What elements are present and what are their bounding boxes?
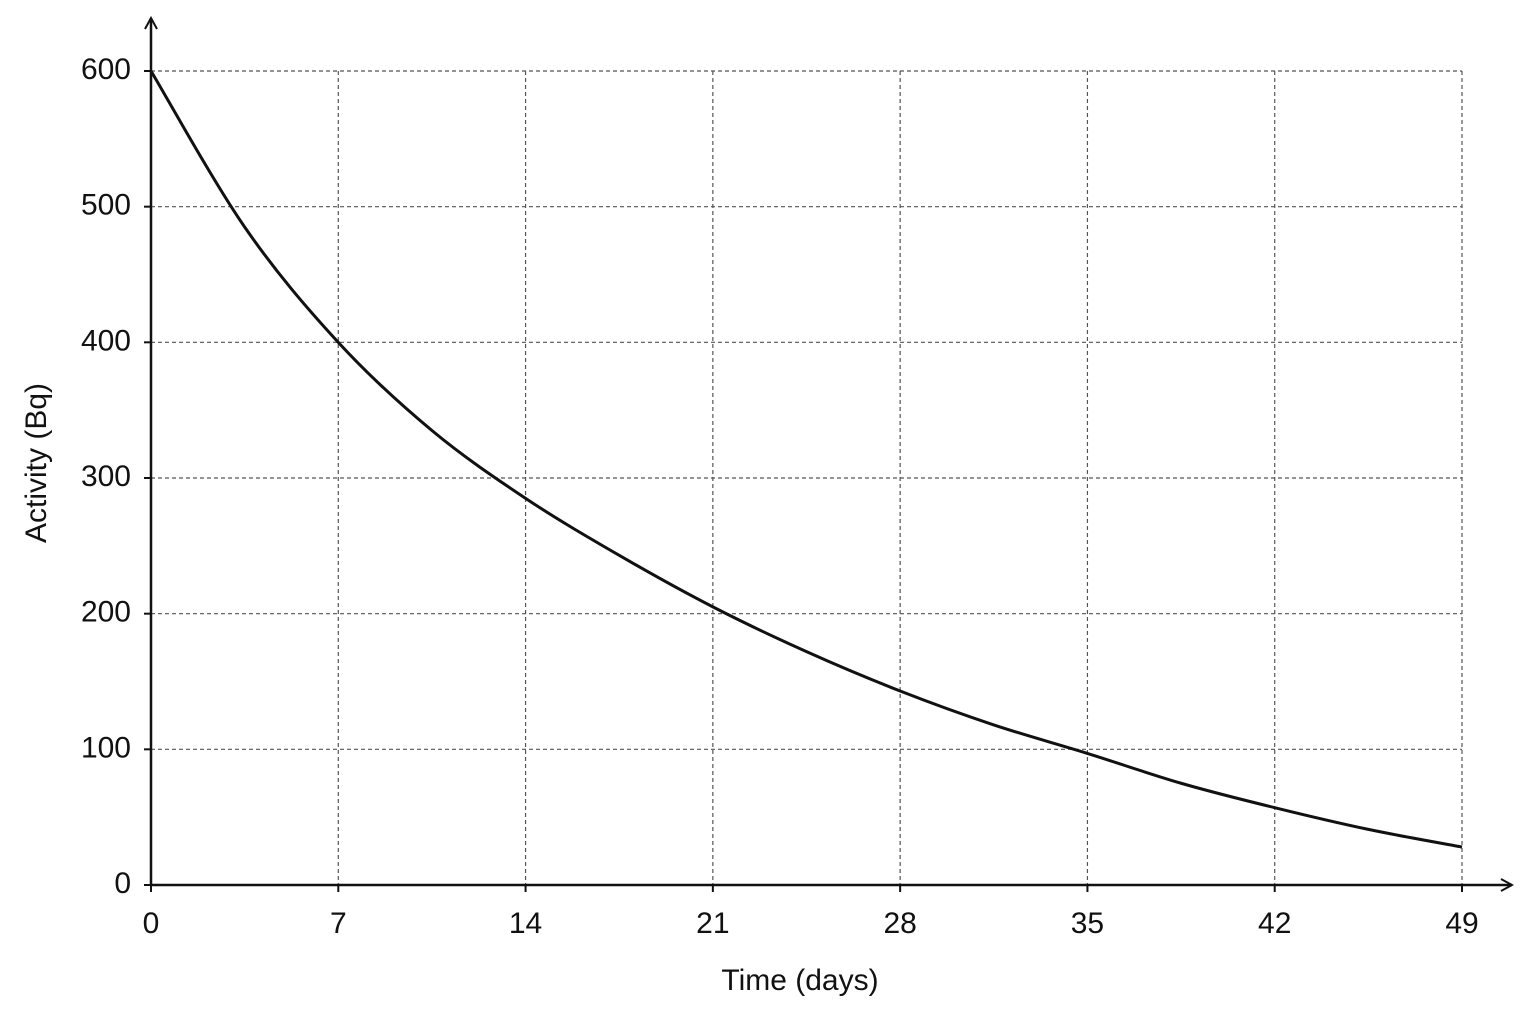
x-tick-label: 42 bbox=[1258, 907, 1291, 940]
x-tick-label: 28 bbox=[883, 907, 916, 940]
x-tick-label: 49 bbox=[1445, 907, 1478, 940]
y-axis-label: Activity (Bq) bbox=[20, 383, 53, 543]
x-tick-label: 14 bbox=[509, 907, 542, 940]
y-tick-label: 500 bbox=[81, 189, 131, 222]
y-tick-label: 600 bbox=[81, 53, 131, 86]
y-tick-label: 300 bbox=[81, 460, 131, 493]
x-tick-label: 35 bbox=[1071, 907, 1104, 940]
x-tick-label: 21 bbox=[696, 907, 729, 940]
y-tick-label: 100 bbox=[81, 731, 131, 764]
y-tick-label: 200 bbox=[81, 596, 131, 629]
x-tick-label: 0 bbox=[143, 907, 160, 940]
curve bbox=[149, 70, 1463, 849]
x-axis-label: Time (days) bbox=[721, 964, 878, 997]
y-tick-label: 400 bbox=[81, 324, 131, 357]
grid bbox=[151, 70, 1463, 885]
x-tick-label: 7 bbox=[330, 907, 347, 940]
y-tick-label: 0 bbox=[114, 867, 131, 900]
